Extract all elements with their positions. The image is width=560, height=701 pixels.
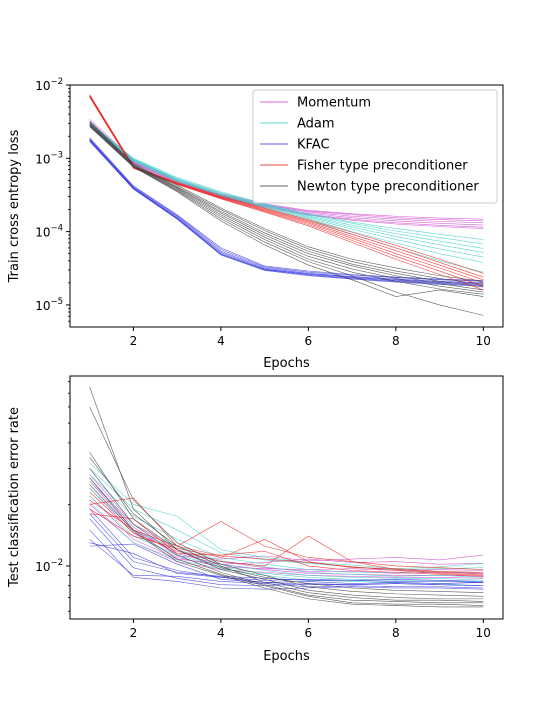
train-loss-x-axis-label: Epochs bbox=[263, 356, 310, 371]
legend-label-kfac: KFAC bbox=[297, 138, 330, 153]
test-error-line-fisher-type-preconditioner-5 bbox=[89, 513, 484, 577]
train-loss-line-newton-type-preconditioner-1 bbox=[89, 121, 484, 282]
test-error-line-adam-6 bbox=[89, 495, 484, 583]
train-loss-line-adam-3 bbox=[89, 124, 484, 249]
test-error-line-fisher-type-preconditioner-3 bbox=[89, 491, 484, 574]
test-error-panel: 2 4 6 8 10 10−2 Epochs Test classification e… bbox=[7, 375, 504, 664]
legend-label-fisher: Fisher type preconditioner bbox=[297, 159, 468, 174]
test-error-line-fisher-type-preconditioner-1 bbox=[89, 499, 484, 570]
test-error-line-newton-type-preconditioner-7 bbox=[89, 484, 484, 608]
train-loss-x-tick-label: 4 bbox=[217, 334, 225, 348]
train-loss-line-kfac-5 bbox=[89, 140, 484, 285]
train-loss-line-newton-type-preconditioner-6 bbox=[89, 125, 484, 295]
test-error-x-ticks: 2 4 6 8 10 bbox=[130, 619, 491, 640]
test-error-x-axis-label: Epochs bbox=[263, 649, 310, 664]
test-error-line-newton-type-preconditioner-1 bbox=[89, 387, 484, 593]
train-loss-line-kfac-7 bbox=[89, 141, 484, 287]
test-error-x-tick-label: 2 bbox=[130, 626, 138, 640]
legend-entry-adam: Adam bbox=[260, 117, 335, 132]
train-loss-line-newton-type-preconditioner-5 bbox=[89, 124, 484, 293]
train-loss-line-adam-6 bbox=[89, 125, 484, 263]
train-loss-x-tick-label: 8 bbox=[392, 334, 400, 348]
test-error-y-axis-label: Test classification error rate bbox=[7, 407, 22, 588]
test-error-line-newton-type-preconditioner-6 bbox=[89, 477, 484, 606]
train-loss-line-kfac-2 bbox=[89, 138, 484, 282]
train-loss-line-newton-type-preconditioner-2 bbox=[89, 122, 484, 285]
test-error-series-lines bbox=[89, 387, 484, 608]
train-loss-x-tick-label: 2 bbox=[130, 334, 138, 348]
test-error-line-adam-1 bbox=[89, 462, 484, 569]
legend-label-newton: Newton type preconditioner bbox=[297, 180, 479, 195]
train-loss-y-ticks: 10−510−410−310−2 bbox=[35, 77, 70, 322]
legend-entry-momentum: Momentum bbox=[260, 96, 371, 111]
legend-label-momentum: Momentum bbox=[297, 96, 371, 111]
test-error-line-fisher-type-preconditioner-4 bbox=[89, 497, 484, 576]
legend: Momentum Adam KFAC Fisher type precondit… bbox=[252, 89, 498, 204]
train-loss-line-fisher-type-preconditioner-2 bbox=[89, 95, 484, 278]
train-loss-line-newton-type-preconditioner-3 bbox=[89, 123, 484, 288]
test-error-line-newton-type-preconditioner-2 bbox=[89, 406, 484, 597]
test-error-line-kfac-3 bbox=[89, 529, 484, 590]
train-loss-line-kfac-1 bbox=[89, 137, 484, 281]
train-loss-series-lines bbox=[89, 94, 484, 316]
test-error-line-momentum-6 bbox=[89, 504, 484, 579]
train-loss-panel: 2 4 6 8 10 10−510−410−310−2 Epochs Train cro… bbox=[7, 77, 504, 371]
test-error-x-tick-label: 6 bbox=[305, 626, 313, 640]
test-error-line-kfac-6 bbox=[89, 539, 484, 589]
legend-entry-newton: Newton type preconditioner bbox=[260, 180, 479, 195]
test-error-line-kfac-7 bbox=[89, 513, 484, 583]
test-error-line-newton-type-preconditioner-4 bbox=[89, 457, 484, 602]
train-loss-y-axis-label: Train cross entropy loss bbox=[7, 129, 22, 283]
test-error-line-newton-type-preconditioner-5 bbox=[89, 468, 484, 604]
train-loss-line-kfac-4 bbox=[89, 139, 484, 284]
train-loss-line-newton-type-preconditioner-8 bbox=[89, 126, 484, 297]
train-loss-line-adam-1 bbox=[89, 122, 484, 240]
train-loss-line-adam-4 bbox=[89, 124, 484, 253]
test-error-line-newton-type-preconditioner-3 bbox=[89, 452, 484, 600]
test-error-x-tick-label: 10 bbox=[476, 626, 491, 640]
train-loss-x-tick-label: 6 bbox=[305, 334, 313, 348]
test-error-axes-frame bbox=[69, 375, 504, 620]
legend-label-adam: Adam bbox=[297, 117, 335, 132]
train-loss-line-newton-type-preconditioner-7 bbox=[89, 125, 484, 316]
legend-entry-fisher: Fisher type preconditioner bbox=[260, 159, 468, 174]
train-loss-x-ticks: 2 4 6 8 10 bbox=[130, 327, 491, 348]
train-loss-line-newton-type-preconditioner-4 bbox=[89, 124, 484, 291]
legend-box bbox=[252, 89, 498, 204]
test-error-x-tick-label: 8 bbox=[392, 626, 400, 640]
train-loss-line-adam-5 bbox=[89, 125, 484, 258]
train-loss-line-kfac-3 bbox=[89, 139, 484, 284]
test-error-line-kfac-1 bbox=[89, 508, 484, 582]
legend-entry-kfac: KFAC bbox=[260, 138, 330, 153]
test-error-line-adam-2 bbox=[89, 468, 484, 570]
test-error-line-kfac-4 bbox=[89, 542, 484, 587]
test-error-x-tick-label: 4 bbox=[217, 626, 225, 640]
test-error-line-adam-4 bbox=[89, 480, 484, 578]
train-loss-line-adam-2 bbox=[89, 123, 484, 245]
train-loss-x-tick-label: 10 bbox=[476, 334, 491, 348]
test-error-line-kfac-5 bbox=[89, 543, 484, 584]
train-loss-axes-frame bbox=[69, 84, 504, 328]
